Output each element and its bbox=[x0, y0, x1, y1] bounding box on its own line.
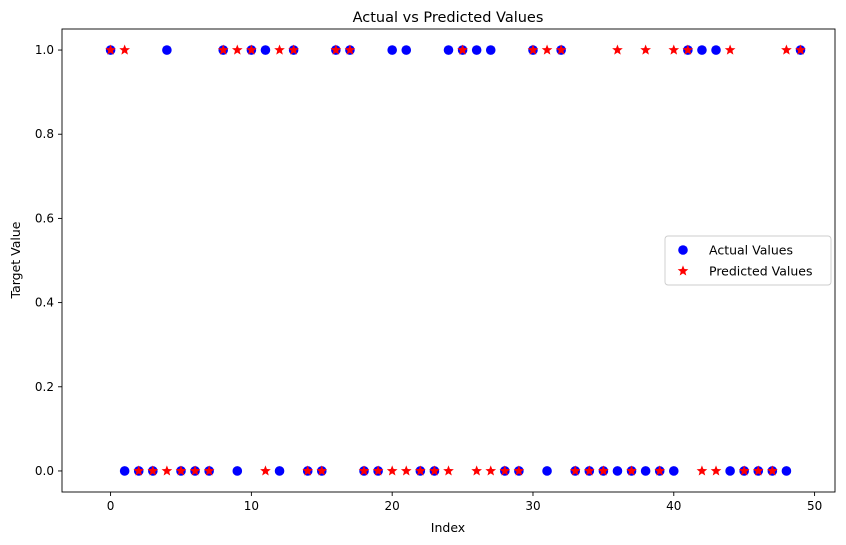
predicted-point bbox=[231, 44, 243, 55]
actual-point bbox=[260, 45, 271, 55]
predicted-point bbox=[682, 44, 694, 55]
predicted-point bbox=[499, 465, 511, 476]
predicted-point bbox=[668, 44, 680, 55]
predicted-point bbox=[161, 465, 173, 476]
y-tick-label: 0.6 bbox=[35, 211, 54, 225]
predicted-point bbox=[781, 44, 792, 55]
predicted-point bbox=[541, 44, 553, 55]
predicted-point bbox=[513, 465, 525, 476]
y-tick-label: 0.4 bbox=[35, 296, 54, 310]
predicted-point bbox=[302, 465, 314, 476]
predicted-point bbox=[316, 465, 328, 476]
predicted-point bbox=[288, 44, 299, 55]
x-tick-label: 20 bbox=[385, 499, 400, 513]
y-axis-label: Target Value bbox=[8, 221, 23, 299]
predicted-point bbox=[710, 465, 722, 476]
predicted-point bbox=[260, 465, 271, 476]
predicted-point bbox=[274, 44, 285, 55]
predicted-point bbox=[400, 465, 412, 476]
legend-label: Predicted Values bbox=[709, 264, 813, 279]
predicted-point bbox=[767, 465, 778, 476]
actual-point bbox=[640, 466, 651, 476]
predicted-point bbox=[105, 44, 116, 55]
predicted-point bbox=[133, 465, 145, 476]
predicted-point bbox=[583, 465, 595, 476]
actual-point bbox=[232, 466, 243, 476]
predicted-point bbox=[457, 44, 468, 55]
series-star bbox=[105, 44, 806, 476]
predicted-point bbox=[147, 465, 159, 476]
actual-point bbox=[119, 466, 130, 476]
predicted-point bbox=[696, 465, 708, 476]
predicted-point bbox=[119, 44, 130, 55]
chart-title: Actual vs Predicted Values bbox=[353, 10, 544, 26]
x-axis-label: Index bbox=[431, 520, 465, 535]
y-tick-label: 0.0 bbox=[35, 464, 54, 478]
y-tick-label: 0.8 bbox=[35, 127, 54, 141]
actual-point bbox=[668, 466, 679, 476]
predicted-point bbox=[471, 465, 482, 476]
predicted-point bbox=[527, 44, 539, 55]
actual-point bbox=[471, 45, 482, 55]
predicted-point bbox=[724, 44, 736, 55]
x-tick-label: 50 bbox=[807, 499, 822, 513]
predicted-point bbox=[330, 44, 342, 55]
legend-box bbox=[664, 235, 832, 286]
legend-star-marker bbox=[677, 265, 689, 276]
actual-point bbox=[781, 466, 792, 476]
actual-point bbox=[697, 45, 707, 55]
y-tick-label: 0.2 bbox=[35, 380, 54, 394]
actual-point bbox=[401, 45, 412, 55]
legend: Actual Values Predicted Values bbox=[664, 235, 832, 286]
predicted-point bbox=[640, 44, 651, 55]
predicted-point bbox=[203, 465, 215, 476]
predicted-point bbox=[555, 44, 567, 55]
x-tick-label: 0 bbox=[107, 499, 115, 513]
actual-point bbox=[274, 466, 285, 476]
legend-label: Actual Values bbox=[709, 243, 793, 258]
predicted-point bbox=[626, 465, 637, 476]
actual-point bbox=[542, 466, 552, 476]
predicted-point bbox=[443, 465, 454, 476]
plot-frame bbox=[61, 28, 836, 493]
predicted-point bbox=[569, 465, 581, 476]
legend-item: Predicted Values bbox=[677, 264, 813, 279]
x-tick-label: 10 bbox=[244, 499, 259, 513]
x-tick-label: 40 bbox=[666, 499, 681, 513]
legend-item: Actual Values bbox=[678, 243, 793, 258]
actual-point bbox=[162, 45, 172, 55]
actual-point bbox=[443, 45, 454, 55]
predicted-point bbox=[795, 44, 806, 55]
x-tick-label: 30 bbox=[525, 499, 540, 513]
predicted-point bbox=[189, 465, 201, 476]
predicted-point bbox=[386, 465, 398, 476]
predicted-point bbox=[738, 465, 750, 476]
predicted-point bbox=[175, 465, 187, 476]
predicted-point bbox=[246, 44, 257, 55]
actual-point bbox=[711, 45, 721, 55]
legend-circle-marker bbox=[678, 245, 688, 255]
predicted-point bbox=[344, 44, 356, 55]
predicted-point bbox=[372, 465, 384, 476]
predicted-point bbox=[429, 465, 440, 476]
actual-point bbox=[387, 45, 397, 55]
predicted-point bbox=[752, 465, 764, 476]
predicted-point bbox=[598, 465, 609, 476]
predicted-point bbox=[358, 465, 370, 476]
predicted-point bbox=[415, 465, 426, 476]
actual-point bbox=[485, 45, 496, 55]
predicted-point bbox=[485, 465, 497, 476]
actual-point bbox=[725, 466, 735, 476]
predicted-point bbox=[612, 44, 623, 55]
predicted-point bbox=[654, 465, 666, 476]
y-tick-label: 1.0 bbox=[35, 43, 54, 57]
predicted-point bbox=[217, 44, 229, 55]
actual-point bbox=[612, 466, 623, 476]
